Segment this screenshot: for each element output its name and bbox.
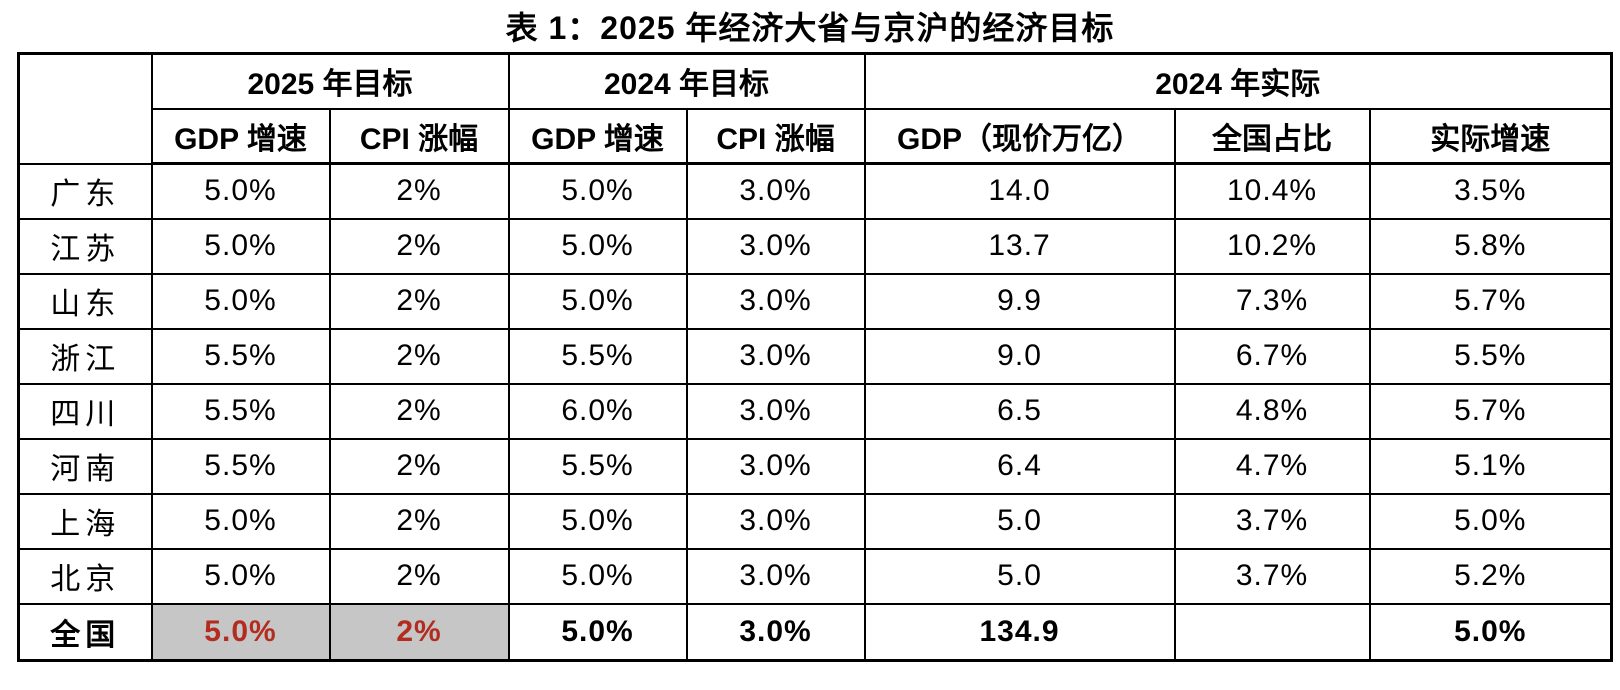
cell: 2% [328, 382, 510, 440]
cell: 2% [328, 437, 510, 495]
cell: 3.7% [1173, 547, 1371, 605]
cell: 5.0% [507, 217, 688, 275]
table-row-广东: 广东 5.0% 2% 5.0% 3.0% 14.0 10.4% 3.5% [17, 162, 1613, 220]
cell: 4.8% [1173, 382, 1371, 440]
cell: 5.0 [863, 492, 1176, 550]
header-national-share: 全国占比 [1173, 107, 1371, 165]
cell: 5.5% [150, 437, 331, 495]
table-row-四川: 四川 5.5% 2% 6.0% 3.0% 6.5 4.8% 5.7% [17, 382, 1613, 440]
cell: 13.7 [863, 217, 1176, 275]
cell: 3.0% [685, 272, 866, 330]
table-row-江苏: 江苏 5.0% 2% 5.0% 3.0% 13.7 10.2% 5.8% [17, 217, 1613, 275]
cell: 3.7% [1173, 492, 1371, 550]
cell [1173, 602, 1371, 662]
cell: 3.0% [685, 217, 866, 275]
cell: 3.0% [685, 547, 866, 605]
header-gdp-growth-2025: GDP 增速 [150, 107, 331, 165]
economic-targets-table: 2025 年目标 2024 年目标 2024 年实际 GDP 增速 CPI 涨幅… [17, 52, 1614, 662]
cell: 5.7% [1368, 272, 1613, 330]
cell: 3.0% [685, 437, 866, 495]
cell: 9.0 [863, 327, 1176, 385]
cell: 6.7% [1173, 327, 1371, 385]
cell: 10.2% [1173, 217, 1371, 275]
row-label: 山东 [17, 272, 153, 330]
cell: 5.7% [1368, 382, 1613, 440]
cell: 2% [328, 272, 510, 330]
table-row-上海: 上海 5.0% 2% 5.0% 3.0% 5.0 3.7% 5.0% [17, 492, 1613, 550]
row-label: 河南 [17, 437, 153, 495]
row-label: 四川 [17, 382, 153, 440]
cell: 5.2% [1368, 547, 1613, 605]
cell: 6.4 [863, 437, 1176, 495]
table-row-山东: 山东 5.0% 2% 5.0% 3.0% 9.9 7.3% 5.7% [17, 272, 1613, 330]
table-row-浙江: 浙江 5.5% 2% 5.5% 3.0% 9.0 6.7% 5.5% [17, 327, 1613, 385]
cell: 14.0 [863, 162, 1176, 220]
cell: 5.0% [507, 272, 688, 330]
header-cpi-2024: CPI 涨幅 [685, 107, 866, 165]
cell-highlighted: 2% [328, 602, 510, 662]
header-actual-growth: 实际增速 [1368, 107, 1613, 165]
cell: 5.0% [507, 547, 688, 605]
row-label: 全国 [17, 602, 153, 662]
header-gdp-level: GDP（现价万亿） [863, 107, 1176, 165]
cell: 5.0% [150, 272, 331, 330]
sub-header-row: GDP 增速 CPI 涨幅 GDP 增速 CPI 涨幅 GDP（现价万亿） 全国… [19, 107, 1613, 165]
column-group-header-row: 2025 年目标 2024 年目标 2024 年实际 [17, 52, 1613, 165]
cell: 2% [328, 547, 510, 605]
cell: 5.1% [1368, 437, 1613, 495]
cell: 6.0% [507, 382, 688, 440]
cell: 5.0% [507, 162, 688, 220]
table-title: 表 1：2025 年经济大省与京沪的经济目标 [505, 10, 1115, 46]
header-cpi-2025: CPI 涨幅 [328, 107, 510, 165]
cell: 5.5% [1368, 327, 1613, 385]
cell: 2% [328, 217, 510, 275]
row-label: 北京 [17, 547, 153, 605]
cell: 2% [328, 162, 510, 220]
row-label: 江苏 [17, 217, 153, 275]
cell: 5.0 [863, 547, 1176, 605]
cell: 2% [328, 327, 510, 385]
table-body: 广东 5.0% 2% 5.0% 3.0% 14.0 10.4% 3.5% 江苏 5.0% 2% 5.0… [17, 162, 1613, 662]
cell: 5.0% [1368, 492, 1613, 550]
cell: 5.0% [507, 602, 688, 662]
header-gdp-growth-2024: GDP 增速 [507, 107, 688, 165]
corner-cell [17, 52, 153, 165]
cell: 3.0% [685, 602, 866, 662]
cell: 3.5% [1368, 162, 1613, 220]
cell: 5.5% [150, 382, 331, 440]
cell: 3.0% [685, 382, 866, 440]
cell-highlighted: 5.0% [150, 602, 331, 662]
cell: 5.5% [507, 327, 688, 385]
cell: 2% [328, 492, 510, 550]
cell: 134.9 [863, 602, 1176, 662]
cell: 3.0% [685, 162, 866, 220]
table-row-全国: 全国 5.0% 2% 5.0% 3.0% 134.9 5.0% [17, 602, 1613, 662]
cell: 5.0% [150, 162, 331, 220]
column-group-2025-targets: 2025 年目标 [150, 52, 510, 110]
cell: 5.5% [150, 327, 331, 385]
cell: 9.9 [863, 272, 1176, 330]
column-group-2024-targets: 2024 年目标 [507, 52, 866, 110]
cell: 5.8% [1368, 217, 1613, 275]
column-group-2024-actual: 2024 年实际 [863, 52, 1613, 110]
cell: 5.0% [150, 492, 331, 550]
cell: 4.7% [1173, 437, 1371, 495]
row-label: 浙江 [17, 327, 153, 385]
table-row-河南: 河南 5.5% 2% 5.5% 3.0% 6.4 4.7% 5.1% [17, 437, 1613, 495]
cell: 5.0% [150, 547, 331, 605]
cell: 5.0% [507, 492, 688, 550]
cell: 5.5% [507, 437, 688, 495]
cell: 10.4% [1173, 162, 1371, 220]
cell: 3.0% [685, 327, 866, 385]
row-label: 上海 [17, 492, 153, 550]
cell: 6.5 [863, 382, 1176, 440]
row-label: 广东 [17, 162, 153, 220]
cell: 5.0% [1368, 602, 1613, 662]
cell: 5.0% [150, 217, 331, 275]
cell: 7.3% [1173, 272, 1371, 330]
cell: 3.0% [685, 492, 866, 550]
table-row-北京: 北京 5.0% 2% 5.0% 3.0% 5.0 3.7% 5.2% [17, 547, 1613, 605]
